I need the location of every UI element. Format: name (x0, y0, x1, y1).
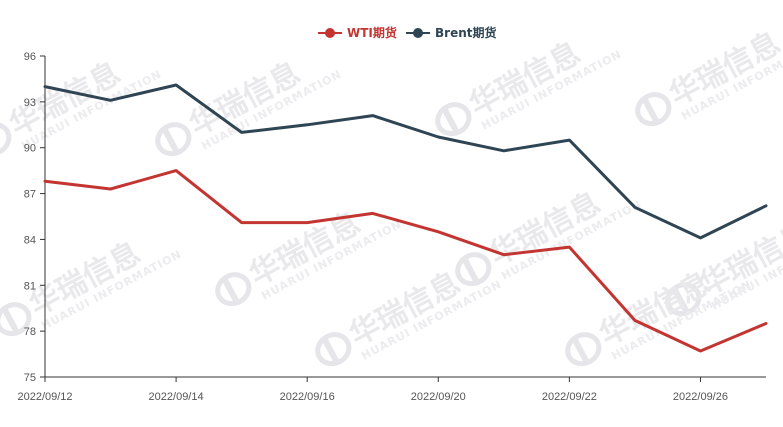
y-tick-label: 96 (24, 51, 36, 63)
watermark-logo-icon (155, 122, 192, 157)
y-tick-label: 93 (24, 97, 36, 109)
watermark-logo-icon (0, 302, 32, 337)
x-tick-label: 2022/09/16 (280, 391, 335, 403)
x-tick-label: 2022/09/12 (17, 391, 72, 403)
y-tick-label: 90 (24, 143, 36, 155)
legend-label: WTI期货 (347, 25, 397, 40)
legend-item-wti[interactable]: WTI期货 (318, 25, 397, 40)
watermark-logo-icon (565, 332, 602, 367)
series-line-brent (43, 83, 768, 240)
series-layer (43, 83, 768, 353)
chart-axes: 75 78 81 84 87 90 93 96 2022/09/12 2022/09/14 2022… (17, 51, 766, 403)
watermark-logo-icon (665, 282, 702, 317)
watermark-logo-icon (315, 332, 352, 367)
watermark-logo-icon (635, 92, 672, 127)
y-tick-label: 81 (24, 280, 36, 292)
watermark-logo-icon (435, 102, 472, 137)
series-line-wti (43, 169, 768, 353)
legend-dot-icon (413, 28, 423, 38)
x-tick-label: 2022/09/14 (149, 391, 204, 403)
legend-item-brent[interactable]: Brent期货 (406, 25, 496, 40)
chart-legend[interactable]: WTI期货 Brent期货 (318, 25, 496, 40)
y-tick-label: 78 (24, 326, 36, 338)
x-tick-label: 2022/09/20 (411, 391, 466, 403)
x-tick-label: 2022/09/26 (673, 391, 728, 403)
y-tick-label: 75 (24, 372, 36, 384)
legend-dot-icon (325, 28, 335, 38)
watermark-logo-icon (0, 122, 12, 157)
x-tick-label: 2022/09/22 (542, 391, 597, 403)
y-tick-label: 84 (24, 234, 36, 246)
legend-label: Brent期货 (435, 25, 496, 40)
watermark-logo-icon (455, 252, 492, 287)
watermark-logo-icon (215, 272, 252, 307)
y-tick-label: 87 (24, 189, 36, 201)
